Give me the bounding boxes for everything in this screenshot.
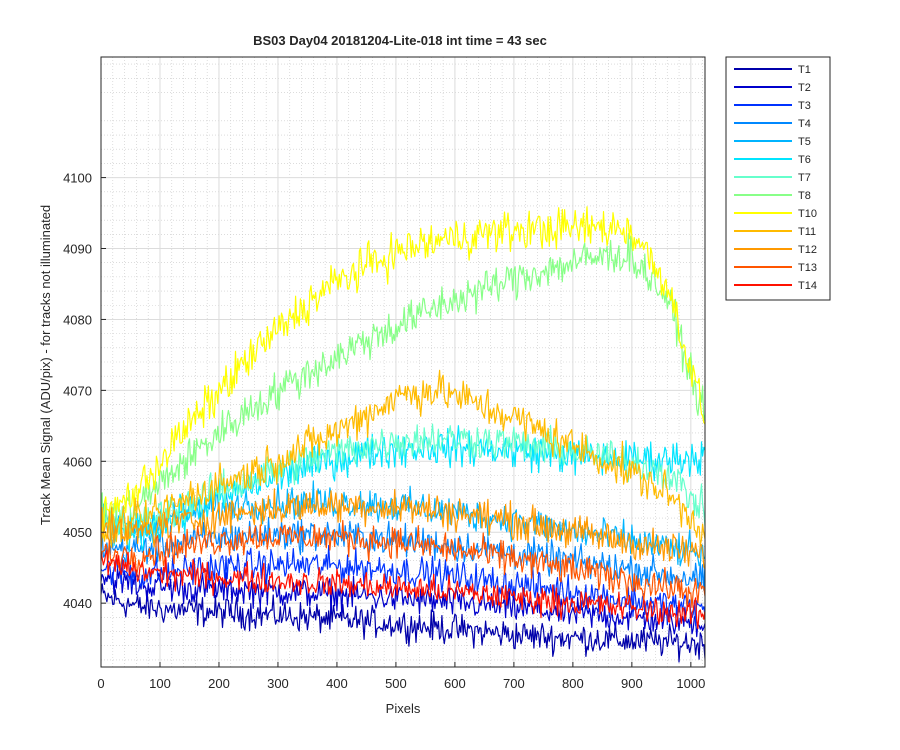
y-tick-label: 4080	[63, 312, 92, 327]
axes-box	[100, 56, 706, 668]
legend-label: T13	[798, 262, 817, 274]
axis-ticks: 0 100 200 300 400 500 600 700 800 900 1000 4040 4050…	[63, 171, 705, 691]
series-line-t12	[101, 488, 705, 570]
series-line-t1	[101, 583, 705, 663]
y-tick-label: 4040	[63, 596, 92, 611]
series-line-t2	[101, 567, 705, 638]
x-tick-label: 600	[444, 676, 466, 691]
y-axis-label: Track Mean Signal (ADU/pix) - for tracks…	[38, 205, 53, 525]
x-tick-label: 1000	[676, 676, 705, 691]
legend-box	[725, 56, 831, 301]
y-tick-label: 4090	[63, 242, 92, 257]
legend: T1 T2 T3 T4 T5 T6 T7 T8 T10 T11 T12 T13 T14	[725, 56, 831, 301]
x-tick-label: 800	[562, 676, 584, 691]
series-line-t13	[101, 519, 705, 612]
x-tick-label: 500	[385, 676, 407, 691]
legend-label: T10	[798, 208, 817, 220]
x-tick-label: 400	[326, 676, 348, 691]
x-tick-label: 700	[503, 676, 525, 691]
legend-label: T1	[798, 64, 811, 76]
y-tick-label: 4100	[63, 171, 92, 186]
chart-title: BS03 Day04 20181204-Lite-018 int time = …	[253, 33, 547, 48]
legend-label: T14	[798, 280, 817, 292]
series-line-t14	[101, 549, 705, 630]
x-tick-label: 100	[149, 676, 171, 691]
x-tick-label: 900	[621, 676, 643, 691]
legend-label: T2	[798, 82, 811, 94]
series-line-t10	[101, 206, 705, 539]
y-tick-label: 4070	[63, 383, 92, 398]
x-axis-label: Pixels	[386, 701, 421, 716]
legend-label: T6	[798, 154, 811, 166]
y-tick-label: 4060	[63, 454, 92, 469]
legend-label: T7	[798, 172, 811, 184]
legend-label: T11	[798, 226, 816, 238]
y-tick-label: 4050	[63, 525, 92, 540]
legend-label: T12	[798, 244, 817, 256]
legend-label: T8	[798, 190, 811, 202]
legend-label: T5	[798, 136, 811, 148]
series-line-t11	[101, 369, 705, 548]
legend-label: T4	[798, 118, 811, 130]
x-tick-label: 200	[208, 676, 230, 691]
series-lines	[101, 206, 705, 663]
x-tick-label: 0	[97, 676, 104, 691]
series-line-t8	[101, 233, 705, 535]
x-tick-label: 300	[267, 676, 289, 691]
legend-label: T3	[798, 100, 811, 112]
